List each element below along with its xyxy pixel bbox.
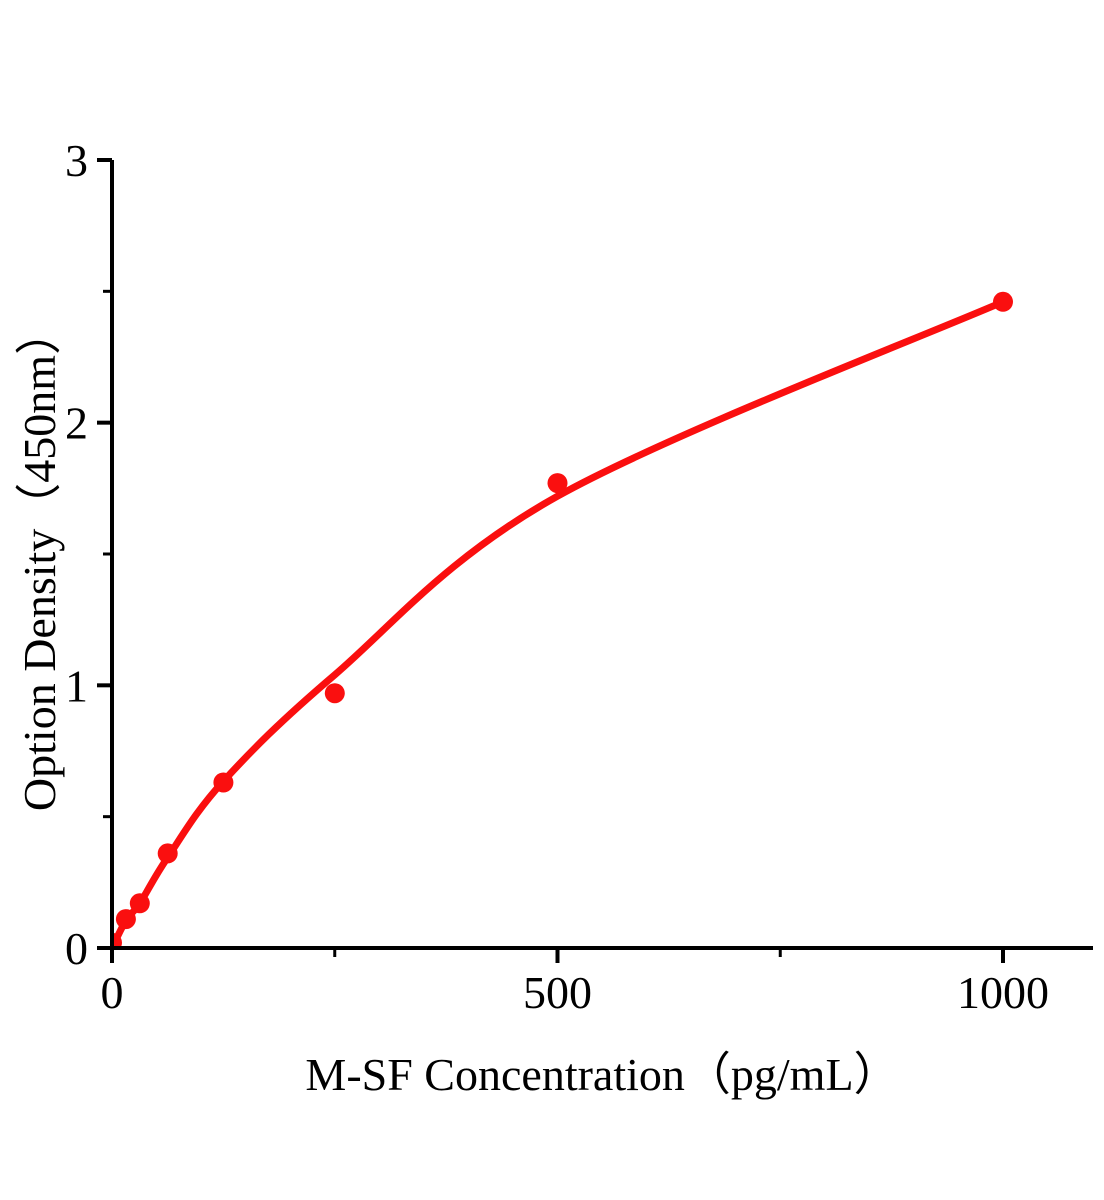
y-tick-label: 1 <box>65 660 88 711</box>
x-tick-label: 0 <box>101 967 124 1018</box>
x-axis-title: M-SF Concentration（pg/mL） <box>305 1049 900 1100</box>
data-point <box>213 772 234 793</box>
y-tick-label: 2 <box>65 398 88 449</box>
fit-curve-line <box>112 298 1007 949</box>
data-point <box>324 683 345 704</box>
y-tick-label: 3 <box>65 135 88 186</box>
tick-labels-group: 0 500 1000 0 1 2 3 <box>65 135 1049 1018</box>
data-point <box>993 291 1013 312</box>
y-axis-title: Option Density（450nm） <box>14 308 65 812</box>
data-series-group <box>112 291 1013 949</box>
data-point <box>129 893 150 914</box>
axes-group <box>97 157 1093 963</box>
x-tick-label: 1000 <box>957 967 1049 1018</box>
data-point <box>115 909 136 930</box>
y-tick-label: 0 <box>65 923 88 974</box>
data-point <box>112 932 122 949</box>
data-point <box>547 473 568 494</box>
data-point <box>157 843 178 864</box>
x-tick-label: 500 <box>523 967 592 1018</box>
